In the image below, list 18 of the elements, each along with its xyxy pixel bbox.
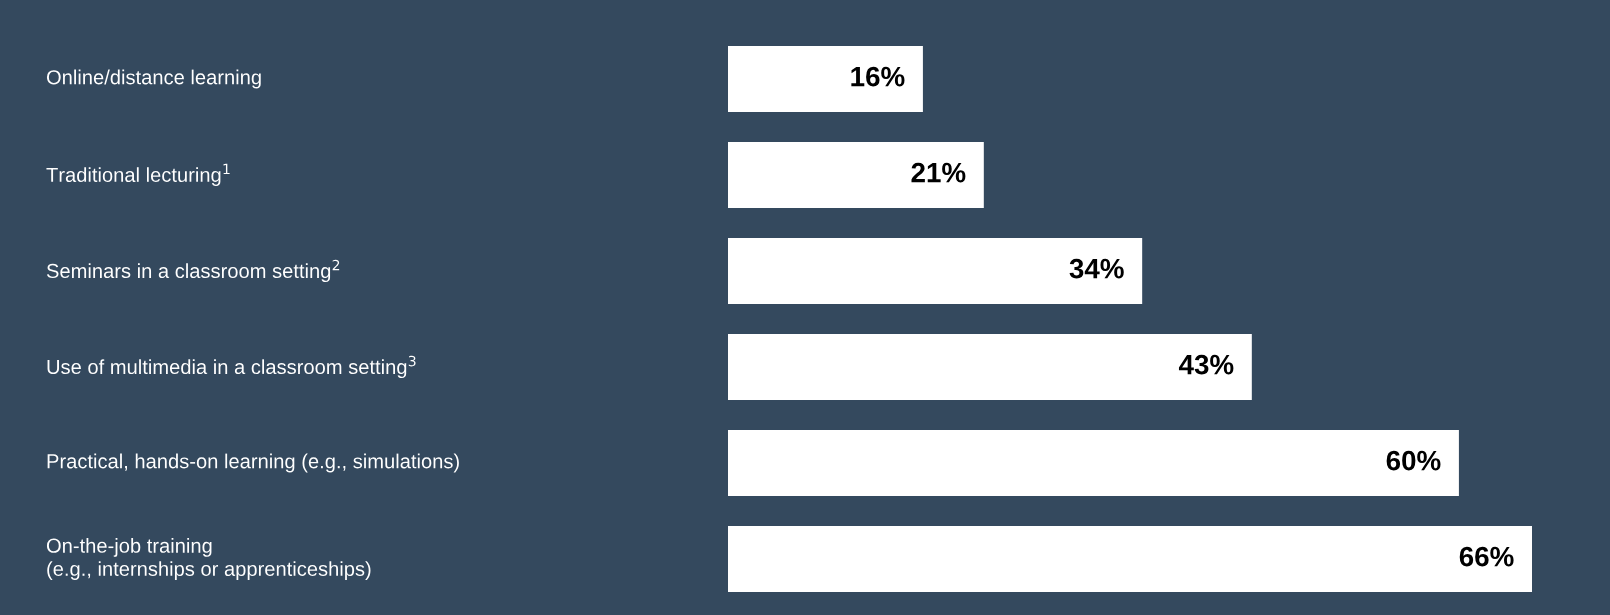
bar — [728, 429, 1459, 497]
bar — [728, 141, 984, 209]
bar — [728, 45, 923, 113]
data-label: 16% — [851, 66, 905, 87]
y-tick-label: On-the-job training (e.g., internships or apprenticeships) — [46, 538, 371, 580]
y-tick-label: Seminars in a classroom setting$^{2}$ — [46, 259, 340, 283]
y-tick-label: Practical, hands-on learning (e.g., simulations) — [47, 453, 459, 473]
data-label: 34% — [1069, 258, 1124, 279]
bar — [728, 237, 1143, 305]
y-tick-label: Use of multimedia in a classroom setting$^{3}$ — [47, 355, 416, 379]
y-tick-label: Online/distance learning — [46, 69, 261, 89]
bar — [728, 525, 1532, 593]
data-label: 43% — [1178, 354, 1234, 375]
bar — [728, 333, 1252, 401]
data-label: 21% — [911, 162, 966, 183]
data-label: 66% — [1459, 546, 1514, 567]
y-tick-label: Traditional lecturing$^{1}$ — [46, 163, 230, 186]
data-label: 60% — [1386, 450, 1441, 471]
